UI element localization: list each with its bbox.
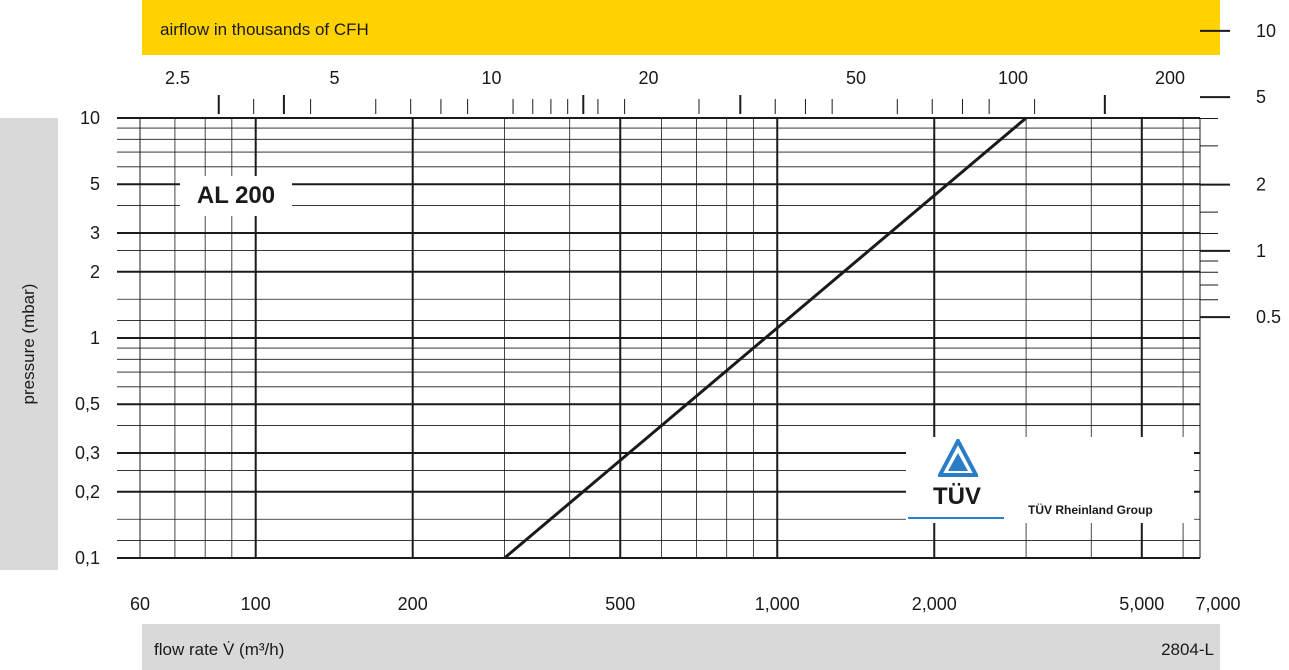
y-tick-label: 1 [90, 328, 100, 348]
x-top-tick-label: 5 [329, 68, 339, 88]
tuv-logo-box: TÜV TÜV Rheinland Group [906, 437, 1194, 523]
x-top-tick-label: 2.5 [165, 68, 190, 88]
tuv-logo: TÜV [916, 439, 998, 519]
y-right-tick-label: 5 [1256, 87, 1266, 107]
figure-code: 2804-L [1161, 640, 1214, 659]
series-line [503, 116, 1028, 560]
y-right-tick-label: 1 [1256, 241, 1266, 261]
y-tick-label: 0,5 [75, 394, 100, 414]
tuv-triangle-icon [938, 439, 978, 477]
x-top-tick-label: 200 [1155, 68, 1185, 88]
tuv-wordmark: TÜV [933, 483, 981, 510]
y-tick-label: 0,2 [75, 482, 100, 502]
y-tick-label: 0,1 [75, 548, 100, 568]
x-tick-label: 200 [398, 594, 428, 614]
y-axis-band: pressure (mbar) [0, 118, 58, 570]
x-tick-label: 7,000 [1195, 594, 1240, 614]
y-right-tick-label: 0.5 [1256, 307, 1281, 327]
model-label: AL 200 [180, 176, 292, 216]
x-axis-band: flow rate V̇ (m³/h) 2804-L [142, 624, 1220, 670]
tuv-group-text: TÜV Rheinland Group [1028, 503, 1153, 517]
y-tick-label: 3 [90, 223, 100, 243]
x-tick-label: 500 [605, 594, 635, 614]
top-axis-title: airflow in thousands of CFH [160, 20, 369, 39]
tuv-underline [908, 517, 1004, 519]
x-top-tick-label: 10 [481, 68, 501, 88]
y-tick-label: 2 [90, 262, 100, 282]
x-tick-label: 2,000 [912, 594, 957, 614]
y-tick-label: 5 [90, 174, 100, 194]
y-right-tick-label: 2 [1256, 175, 1266, 195]
x-tick-label: 5,000 [1119, 594, 1164, 614]
x-tick-label: 60 [130, 594, 150, 614]
top-axis-band: airflow in thousands of CFH [142, 0, 1220, 55]
x-tick-label: 100 [241, 594, 271, 614]
y-tick-label: 0,3 [75, 443, 100, 463]
x-top-tick-label: 50 [846, 68, 866, 88]
x-top-tick-label: 100 [998, 68, 1028, 88]
x-tick-label: 1,000 [755, 594, 800, 614]
y-tick-label: 10 [80, 108, 100, 128]
y-right-tick-label: 10 [1256, 21, 1276, 41]
x-top-tick-label: 20 [638, 68, 658, 88]
x-axis-title: flow rate V̇ (m³/h) [154, 640, 285, 659]
